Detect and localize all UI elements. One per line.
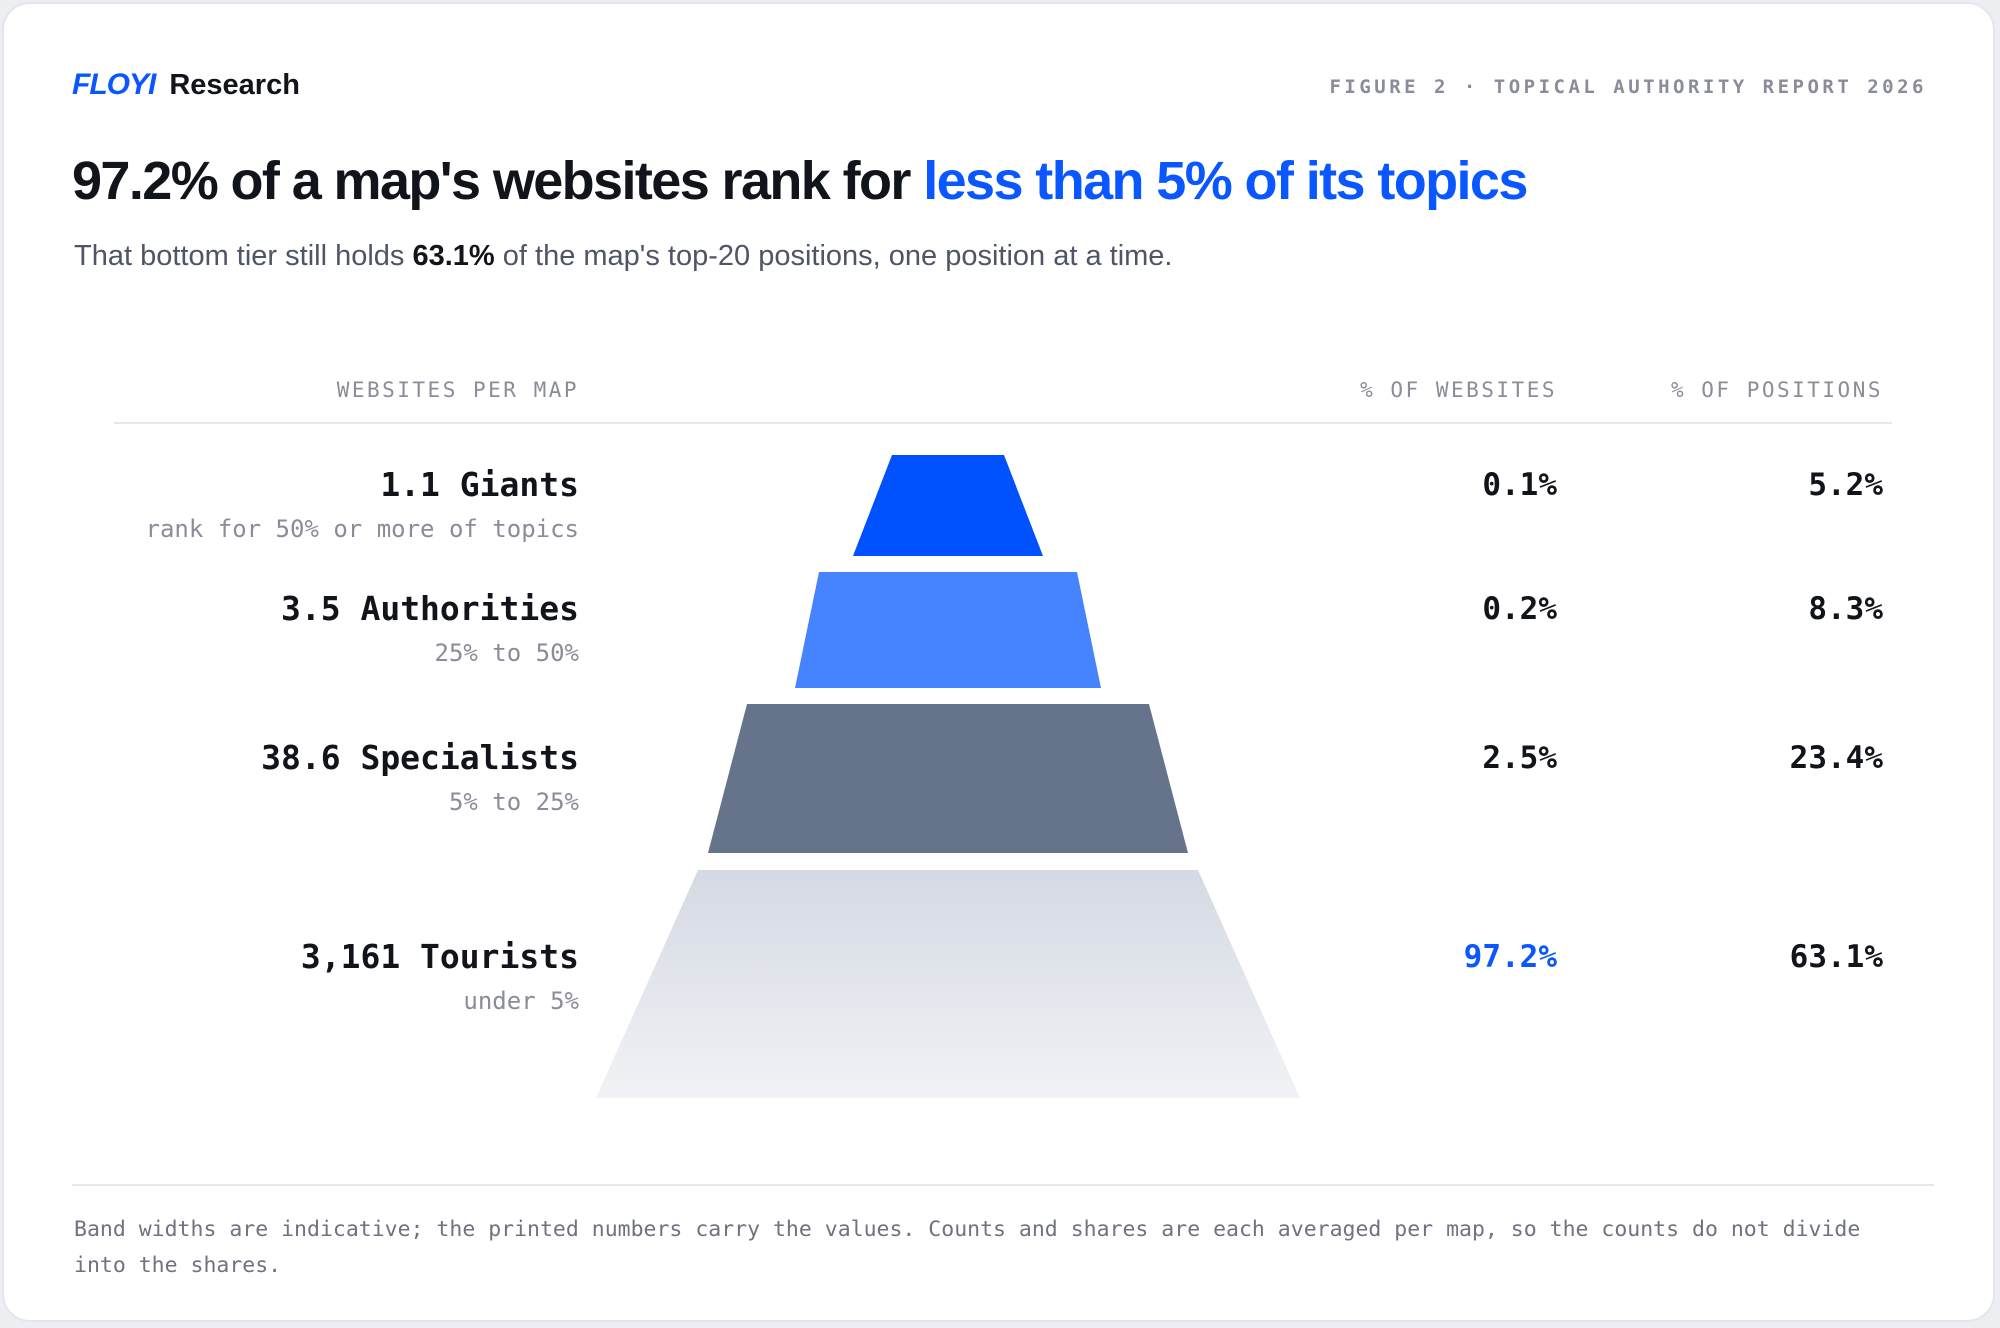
subtitle-pre: That bottom tier still holds [74, 240, 405, 272]
figure-label: FIGURE 2 · TOPICAL AUTHORITY REPORT 2026 [1329, 76, 1927, 98]
pct-websites-specialists: 2.5% [1482, 740, 1557, 776]
title-lead: 97.2% of a map's websites rank for [72, 151, 911, 211]
col-header-websites-per-map: WEBSITES PER MAP [336, 378, 579, 402]
band-specialists [708, 704, 1188, 853]
pct-websites-authorities: 0.2% [1482, 591, 1557, 627]
band-authorities [795, 572, 1101, 688]
header-divider [114, 422, 1892, 424]
brand-name: Research [169, 68, 300, 101]
band-tourists [596, 870, 1300, 1098]
tier-desc-giants: rank for 50% or more of topics [145, 515, 579, 543]
footer-divider [72, 1184, 1934, 1186]
subtitle: That bottom tier still holds 63.1% of th… [74, 240, 1173, 273]
tier-desc-specialists: 5% to 25% [448, 788, 579, 816]
tier-desc-authorities: 25% to 50% [434, 639, 580, 667]
subtitle-bold: 63.1% [412, 240, 495, 272]
pyramid-chart [596, 455, 1300, 1098]
col-header-pct-positions: % OF POSITIONS [1670, 378, 1883, 402]
pct-positions-specialists: 23.4% [1789, 740, 1883, 776]
pct-websites-tourists: 97.2% [1463, 939, 1557, 975]
band-giants [853, 455, 1043, 556]
col-header-pct-websites: % OF WEBSITES [1360, 378, 1557, 402]
floyi-logo: FLOYI [72, 68, 156, 101]
footnote: Band widths are indicative; the printed … [74, 1217, 1861, 1278]
brand: FLOYI Research [72, 68, 300, 102]
subtitle-post: of the map's top-20 positions, one posit… [502, 240, 1173, 272]
tier-name-giants: 1.1 Giants [380, 465, 579, 504]
page-title: 97.2% of a map's websites rank for less … [72, 150, 1528, 212]
tier-desc-tourists: under 5% [463, 987, 579, 1015]
pct-websites-giants: 0.1% [1482, 467, 1557, 503]
tier-name-specialists: 38.6 Specialists [261, 738, 579, 777]
tier-name-authorities: 3.5 Authorities [280, 589, 579, 628]
pct-positions-tourists: 63.1% [1789, 939, 1883, 975]
pct-positions-authorities: 8.3% [1808, 591, 1883, 627]
title-highlight: less than 5% of its topics [923, 151, 1528, 211]
pct-positions-giants: 5.2% [1808, 467, 1883, 503]
tier-name-tourists: 3,161 Tourists [300, 937, 579, 976]
